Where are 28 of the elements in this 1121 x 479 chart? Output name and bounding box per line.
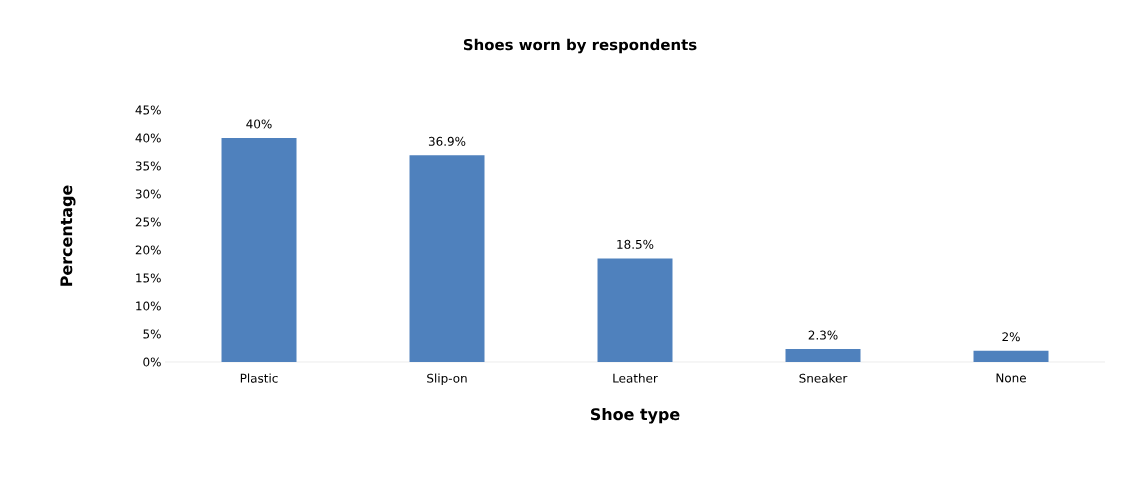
y-tick-label: 20% [135, 245, 161, 255]
bar [409, 155, 485, 362]
y-tick-label: 5% [143, 329, 161, 339]
y-tick-label: 35% [135, 161, 161, 171]
bar [973, 350, 1049, 362]
bar [785, 349, 861, 362]
data-label: 2% [1002, 332, 1020, 342]
data-label: 36.9% [428, 136, 466, 146]
x-tick-label: None [996, 373, 1026, 383]
y-tick-label: 0% [143, 357, 161, 367]
x-tick-label: Leather [613, 373, 658, 383]
chart-title: Shoes worn by respondents [463, 38, 697, 54]
y-tick-label: 30% [135, 189, 161, 199]
x-axis-title: Shoe type [590, 407, 680, 424]
x-tick-label: Slip-on [427, 373, 467, 386]
y-tick-label: 45% [135, 105, 161, 115]
data-label: 18.5% [617, 239, 654, 249]
y-tick-label: 10% [136, 301, 161, 311]
bar [221, 137, 297, 362]
y-tick-label: 40% [135, 133, 161, 143]
data-label: 40% [246, 119, 272, 129]
y-tick-label: 25% [135, 217, 161, 227]
y-axis-title: Percentage [60, 185, 76, 286]
x-tick-label: Sneaker [799, 373, 848, 383]
y-tick-label: 15% [136, 273, 161, 283]
bar [597, 258, 673, 362]
data-label: 2.3% [808, 330, 838, 340]
x-tick-label: Plastic [240, 373, 278, 383]
